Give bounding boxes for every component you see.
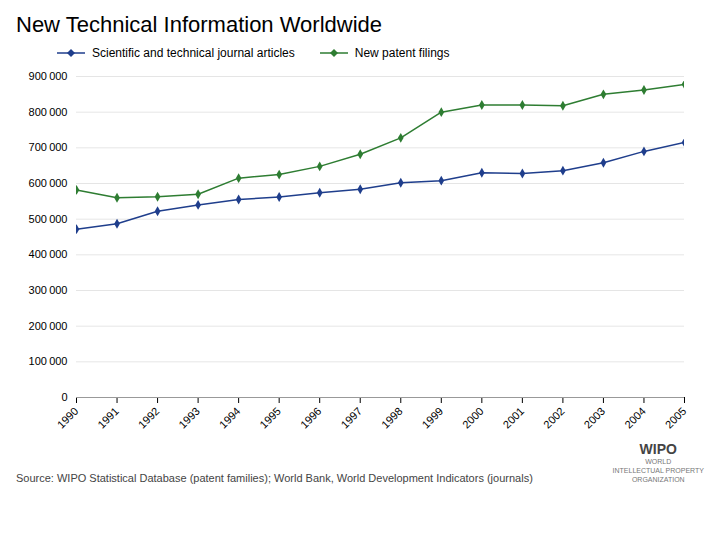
svg-text:0: 0 [61,391,67,403]
html-text:WIPO: WIPO [639,441,677,457]
html-text:Scientific and technical journ: Scientific and technical journal article… [92,46,295,60]
svg-text:1999: 1999 [419,405,445,431]
svg-text:2005: 2005 [663,405,689,431]
svg-text:1992: 1992 [136,405,162,431]
html-text:New Technical Information Worl: New Technical Information Worldwide [16,12,382,37]
svg-text:1994: 1994 [217,405,243,431]
svg-text:1996: 1996 [298,405,324,431]
svg-text:1993: 1993 [176,405,202,431]
svg-text:700 000: 700 000 [29,141,68,153]
svg-text:1997: 1997 [338,405,364,431]
svg-text:100 000: 100 000 [29,355,68,367]
svg-text:800 000: 800 000 [29,106,68,118]
svg-text:2004: 2004 [622,405,648,431]
svg-text:1998: 1998 [379,405,405,431]
svg-text:1991: 1991 [95,405,121,431]
svg-text:1995: 1995 [257,405,283,431]
svg-text:2000: 2000 [460,405,486,431]
svg-text:2001: 2001 [500,405,526,431]
svg-text:300 000: 300 000 [29,284,68,296]
svg-text:900 000: 900 000 [29,70,68,82]
svg-text:200 000: 200 000 [29,320,68,332]
svg-text:2003: 2003 [582,405,608,431]
html-text:New patent filings: New patent filings [354,46,450,60]
html-text:WORLD INTELLECTUAL PROPERTY OR: WORLD INTELLECTUAL PROPERTY ORGANIZATION [612,458,704,484]
html-text:Source: WIPO Statistical Datab: Source: WIPO Statistical Database (paten… [16,472,533,485]
svg-text:2002: 2002 [541,405,567,431]
svg-text:1990: 1990 [55,405,81,431]
svg-text:600 000: 600 000 [29,177,68,189]
svg-text:500 000: 500 000 [29,213,68,225]
svg-text:400 000: 400 000 [29,248,68,260]
